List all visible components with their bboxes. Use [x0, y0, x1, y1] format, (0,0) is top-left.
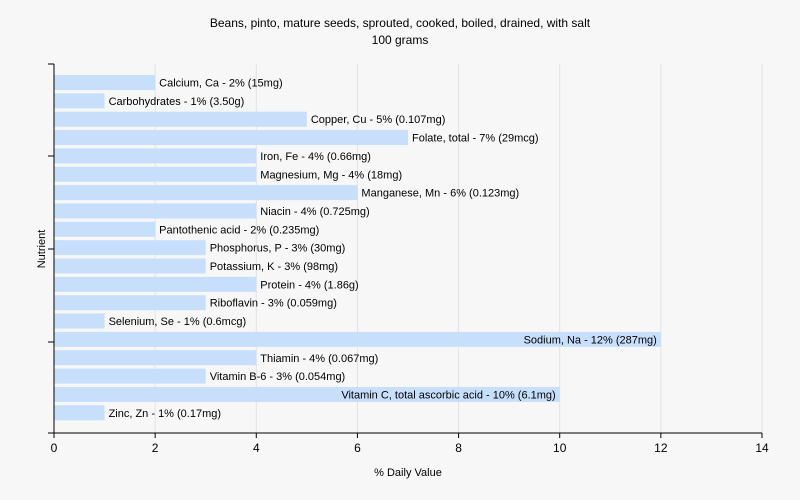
bar — [54, 331, 661, 347]
bar — [54, 148, 257, 164]
bar — [54, 111, 307, 127]
bar-label: Vitamin B-6 - 3% (0.054mg) — [210, 371, 346, 383]
x-tick-label: 2 — [152, 441, 159, 455]
bar-label: Zinc, Zn - 1% (0.17mg) — [109, 408, 221, 420]
bar — [54, 166, 257, 182]
bar — [54, 258, 206, 274]
bar-label: Pantothenic acid - 2% (0.235mg) — [159, 224, 319, 236]
chart-subtitle: 100 grams — [372, 33, 429, 47]
chart-title: Beans, pinto, mature seeds, sprouted, co… — [210, 16, 591, 30]
bar-label: Folate, total - 7% (29mcg) — [412, 133, 539, 145]
bar — [54, 350, 257, 366]
bar — [54, 240, 206, 256]
bar — [54, 221, 156, 237]
bar-label: Riboflavin - 3% (0.059mg) — [210, 298, 337, 310]
bar — [54, 368, 206, 384]
x-tick-label: 6 — [354, 441, 361, 455]
bar-label: Niacin - 4% (0.725mg) — [260, 206, 369, 218]
bar-label: Iron, Fe - 4% (0.66mg) — [260, 151, 371, 163]
bar-label: Protein - 4% (1.86g) — [260, 279, 358, 291]
bar-label: Vitamin C, total ascorbic acid - 10% (6.… — [341, 389, 555, 401]
bar-label: Copper, Cu - 5% (0.107mg) — [311, 114, 446, 126]
y-axis-label: Nutrient — [36, 230, 48, 269]
bar-label: Phosphorus, P - 3% (30mg) — [210, 243, 346, 255]
x-tick-label: 8 — [455, 441, 462, 455]
bar — [54, 295, 206, 311]
bar-label: Magnesium, Mg - 4% (18mg) — [260, 169, 402, 181]
x-tick-label: 0 — [51, 441, 58, 455]
bar — [54, 405, 105, 421]
x-tick-label: 14 — [755, 441, 769, 455]
bar — [54, 386, 560, 402]
bar — [54, 185, 358, 201]
x-tick-label: 10 — [553, 441, 567, 455]
x-axis-label: % Daily Value — [374, 467, 442, 479]
bar — [54, 93, 105, 109]
bar — [54, 313, 105, 329]
bar — [54, 203, 257, 219]
bar — [54, 130, 408, 146]
axes: 0 2 4 6 8 10 12 14 — [48, 63, 769, 455]
bar — [54, 75, 156, 90]
x-tick-label: 12 — [654, 441, 668, 455]
bar-label: Selenium, Se - 1% (0.6mcg) — [109, 316, 247, 328]
bar-label: Potassium, K - 3% (98mg) — [210, 261, 338, 273]
bar — [54, 276, 257, 292]
bar-label: Calcium, Ca - 2% (15mg) — [159, 78, 282, 90]
bar-label: Manganese, Mn - 6% (0.123mg) — [361, 188, 519, 200]
bars: Calcium, Ca - 2% (15mg) Carbohydrates - 1… — [54, 75, 661, 421]
bar-label: Thiamin - 4% (0.067mg) — [260, 353, 378, 365]
bar-label: Sodium, Na - 12% (287mg) — [524, 334, 657, 346]
bar-label: Carbohydrates - 1% (3.50g) — [109, 96, 245, 108]
x-tick-label: 4 — [253, 441, 260, 455]
